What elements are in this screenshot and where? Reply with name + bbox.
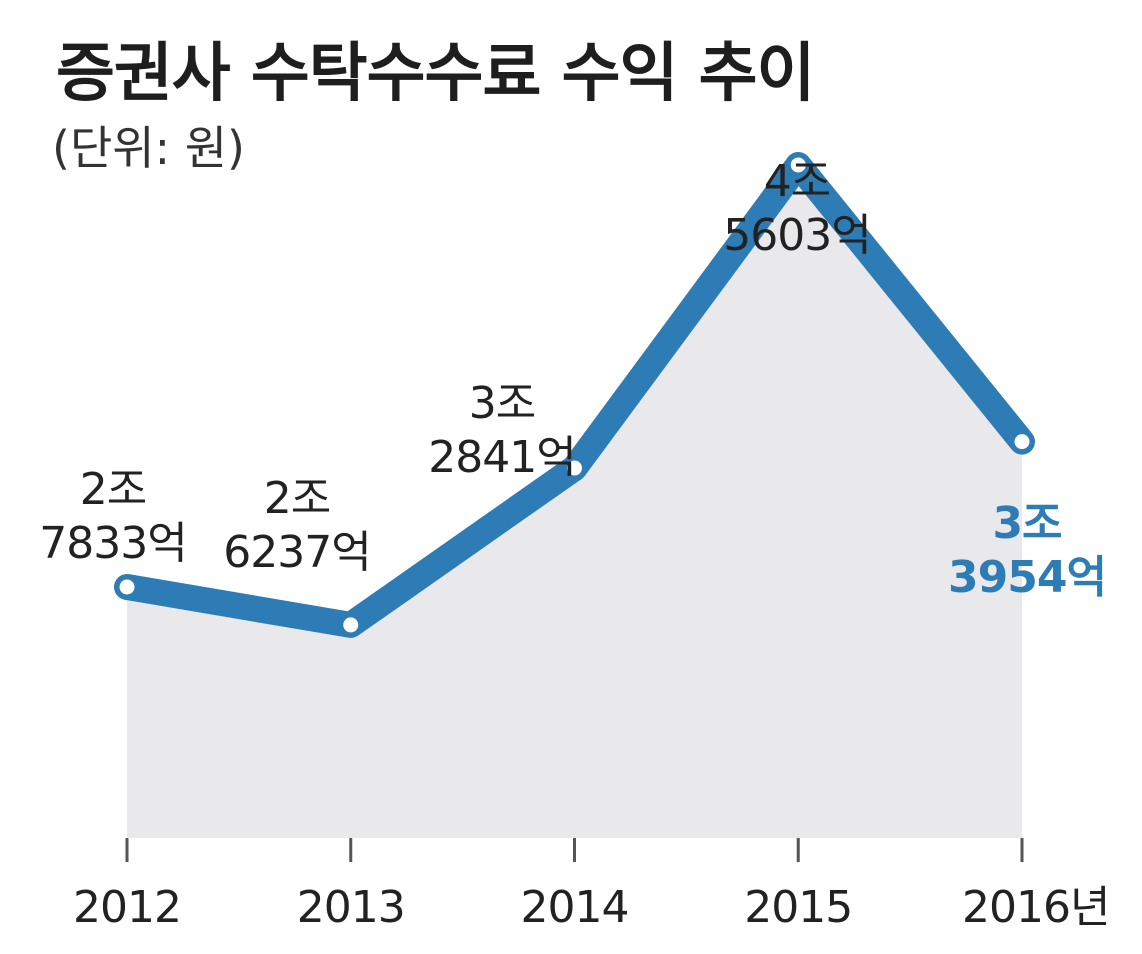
data-points xyxy=(116,154,1033,636)
data-label-0-line-0: 2조 xyxy=(80,464,146,515)
x-label-1: 2013 xyxy=(297,882,405,933)
data-point-3 xyxy=(787,154,809,176)
x-label-4: 2016년 xyxy=(962,882,1109,933)
x-axis-labels: 2012 2013 2014 2015 2016년 xyxy=(73,882,1110,933)
data-label-3-line-0: 4조 xyxy=(764,156,830,207)
data-point-4 xyxy=(1011,431,1033,453)
data-label-4-line-0: 3조 xyxy=(992,498,1061,549)
x-axis-ticks xyxy=(125,838,1024,862)
chart-unit-label: (단위: 원) xyxy=(52,121,245,175)
data-point-2 xyxy=(564,457,585,479)
data-point-0 xyxy=(116,576,138,598)
area-fill-layer xyxy=(127,164,1022,838)
area-fill xyxy=(127,164,1022,838)
chart-title: 증권사 수탁수수료 수익 추이 xyxy=(56,37,815,111)
data-label-3-line-1: 5603억 xyxy=(723,210,870,261)
data-label-2-line-1: 2841억 xyxy=(428,432,575,483)
x-label-2: 2014 xyxy=(521,882,629,933)
data-label-4-line-1: 3954억 xyxy=(948,552,1106,603)
data-label-1-line-1: 6237억 xyxy=(223,527,370,578)
data-point-1 xyxy=(340,614,362,636)
data-label-2-line-0: 3조 xyxy=(469,378,535,429)
data-label-1-line-0: 2조 xyxy=(264,473,330,524)
data-label-0-line-1: 7833억 xyxy=(39,518,186,569)
x-label-3: 2015 xyxy=(744,882,852,933)
x-label-0: 2012 xyxy=(73,882,181,933)
